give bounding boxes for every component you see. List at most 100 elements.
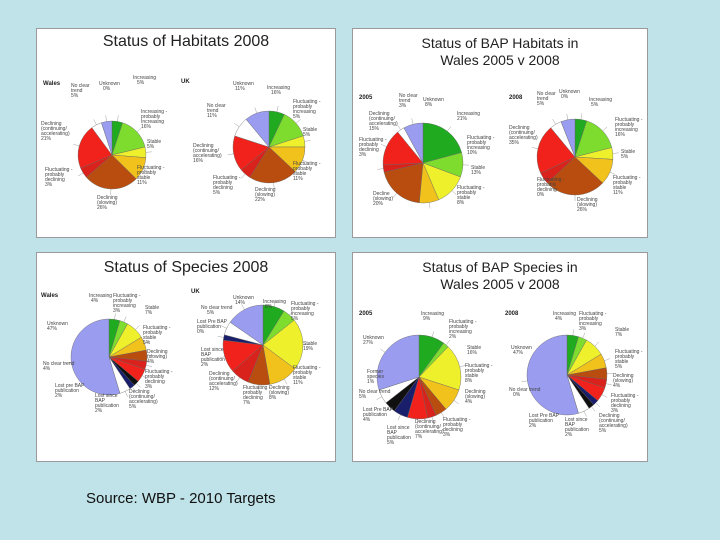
- slice-label: accelerating): [509, 135, 538, 141]
- slice-label: Fluctuating -: [137, 165, 165, 171]
- slice-label: probably: [579, 316, 599, 322]
- slice-label: Fluctuating -: [613, 175, 641, 181]
- slice-label: No clear trend: [201, 305, 233, 311]
- slice-label: 12%: [209, 386, 220, 392]
- slice-label: 5%: [387, 440, 395, 446]
- leader-line: [283, 378, 288, 385]
- slice-label: 5%: [537, 101, 545, 107]
- habitats-2008-panel: Status of Habitats 2008 Wales Unknown 0% No…: [36, 28, 336, 238]
- slice-label: Lost since: [565, 417, 588, 423]
- slice-label: probably: [537, 182, 557, 188]
- slice-label: 21%: [41, 136, 52, 142]
- chart-title: Status of BAP Habitats in Wales 2005 v 2…: [421, 35, 579, 68]
- slice-label: Former: [367, 369, 383, 375]
- source-note: Source: WBP - 2010 Targets: [86, 490, 276, 507]
- slice-label: Fluctuating -: [537, 177, 565, 183]
- slice-label: Declining: [577, 197, 598, 203]
- slice-label: 2%: [565, 432, 573, 438]
- slice-label: 3%: [611, 408, 619, 414]
- pie-slice-increasing: [422, 122, 462, 164]
- slice-label: Increasing: [133, 75, 156, 81]
- slice-label: stable: [293, 375, 307, 381]
- slice-label: (continuing/: [509, 130, 535, 136]
- slice-label: probably: [45, 172, 65, 178]
- leader-line: [65, 362, 72, 364]
- slice-label: increasing: [615, 127, 638, 133]
- slice-label: probably: [611, 398, 631, 404]
- leader-line: [594, 341, 600, 347]
- pie-tag: UK: [181, 79, 190, 85]
- slice-label: 4%: [91, 298, 99, 304]
- leader-line: [73, 144, 80, 147]
- leader-line: [136, 127, 142, 133]
- slice-label: 35%: [509, 140, 520, 146]
- leader-line: [583, 411, 587, 417]
- slice-label: Declining: [129, 389, 150, 395]
- slice-label: 4%: [43, 366, 51, 372]
- slice-label: Declining: [41, 121, 62, 127]
- leader-line: [392, 193, 397, 198]
- slice-label: Fluctuating -: [293, 365, 321, 371]
- slice-label: (continuing/: [599, 418, 625, 424]
- leader-line: [428, 202, 431, 209]
- leader-line: [521, 380, 528, 382]
- slice-label: Stable: [303, 341, 317, 347]
- slice-label: Lost since: [201, 347, 224, 353]
- slice-label: declining: [213, 185, 233, 191]
- slice-label: 3%: [359, 152, 367, 158]
- leader-line: [295, 119, 301, 124]
- leader-line: [552, 119, 556, 125]
- slice-label: Lost pre BAP: [55, 383, 85, 389]
- slice-label: 5%: [599, 428, 607, 434]
- slice-label: 7%: [243, 400, 251, 406]
- pie-slice-unknown: [403, 122, 424, 164]
- slice-label: Unknown: [233, 81, 254, 87]
- slice-label: 4%: [555, 316, 563, 322]
- slice-label: Unknown: [99, 81, 120, 87]
- slice-label: 11%: [293, 176, 303, 182]
- slice-label: (slowing): [269, 390, 289, 396]
- slice-label: 16%: [615, 132, 626, 138]
- leader-line: [376, 396, 383, 400]
- slice-label: Increasing: [589, 97, 612, 103]
- slice-label: 4%: [147, 359, 155, 365]
- slice-label: Increasing: [421, 311, 444, 317]
- slice-label: Fluctuating -: [213, 175, 241, 181]
- leader-line: [136, 383, 141, 388]
- chart-title: Status of Species 2008: [103, 259, 269, 276]
- slice-label: increasing: [579, 321, 602, 327]
- slice-label: Fluctuating -: [291, 301, 319, 307]
- slice-label: (continuing/: [129, 394, 155, 400]
- slice-label: stable: [457, 195, 471, 201]
- slice-label: increasing: [449, 329, 472, 335]
- slice-label: 10%: [467, 150, 478, 156]
- slice-label: 8%: [425, 102, 433, 108]
- leader-line: [431, 331, 435, 338]
- slice-label: 11%: [235, 86, 245, 92]
- slice-label: Declining: [415, 419, 436, 425]
- slice-label: 16%: [141, 124, 152, 130]
- slice-label: 5%: [71, 93, 79, 99]
- slice-label: Fluctuating -: [449, 319, 477, 325]
- slice-label: 5%: [291, 316, 299, 322]
- slice-label: probably: [449, 324, 469, 330]
- slice-label: probably: [141, 114, 161, 120]
- slice-label: Fluctuating -: [243, 385, 271, 391]
- slice-label: (continuing/: [369, 116, 395, 122]
- slice-label: accelerating): [209, 381, 238, 387]
- slice-label: Fluctuating -: [611, 393, 639, 399]
- slice-label: publication: [363, 412, 387, 418]
- slice-label: probably: [145, 374, 165, 380]
- slice-label: Increasing: [457, 111, 480, 117]
- leader-line: [236, 377, 240, 383]
- slice-label: 7%: [415, 434, 423, 440]
- slice-label: Stable: [145, 305, 159, 311]
- pie-tag: 2005: [359, 311, 373, 317]
- slice-label: Stable: [303, 127, 317, 133]
- pie-tag: 2008: [505, 311, 519, 317]
- slice-label: probably: [293, 370, 313, 376]
- leader-line: [117, 115, 119, 122]
- slice-label: declining: [45, 177, 65, 183]
- leader-line: [431, 416, 435, 423]
- slice-label: 5%: [137, 80, 145, 86]
